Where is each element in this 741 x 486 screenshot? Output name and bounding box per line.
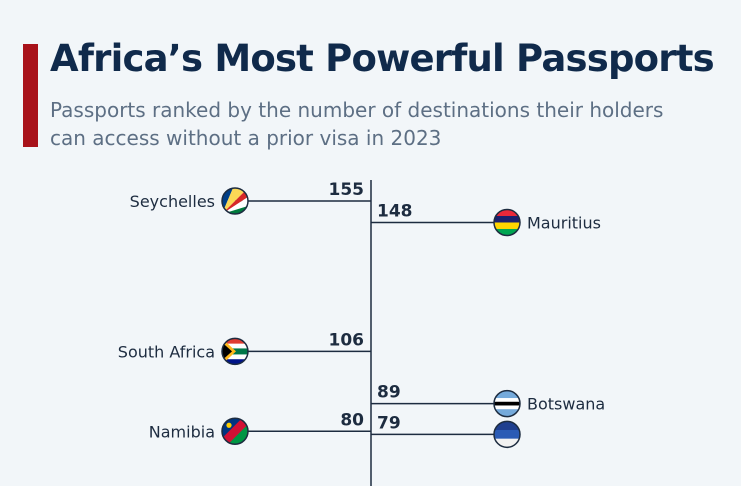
flag-stripe bbox=[494, 215, 520, 223]
country-label-seychelles: Seychelles bbox=[130, 192, 215, 211]
flag-stripe bbox=[494, 401, 520, 406]
flag-segment bbox=[222, 342, 232, 361]
flag-stripe bbox=[494, 429, 520, 440]
chart-subtitle: Passports ranked by the number of destin… bbox=[50, 98, 664, 150]
flag-segment bbox=[222, 418, 242, 439]
accent-bar bbox=[23, 44, 38, 147]
mauritius-flag-outline bbox=[493, 208, 521, 237]
flag-segment bbox=[228, 424, 248, 445]
value-label: 106 bbox=[329, 330, 365, 350]
botswana-flag-outline bbox=[493, 389, 521, 418]
flag-stripe bbox=[222, 354, 248, 360]
flag-stripe bbox=[494, 228, 520, 236]
flag-stripe bbox=[494, 405, 520, 410]
flag-stripe bbox=[222, 343, 248, 350]
south-africa-flag-outline bbox=[221, 337, 249, 366]
flag-stripe bbox=[494, 409, 520, 414]
flag-stripe bbox=[222, 359, 248, 365]
country-label-namibia: Namibia bbox=[149, 422, 215, 441]
flag-sun bbox=[226, 422, 232, 428]
country-label-south-africa: South Africa bbox=[118, 342, 215, 361]
chart-title: Africa’s Most Powerful Passports bbox=[50, 37, 715, 80]
value-label: 79 bbox=[377, 413, 401, 433]
country-label-mauritius: Mauritius bbox=[527, 213, 601, 232]
flag-segment bbox=[222, 197, 248, 214]
flag-segment bbox=[222, 188, 248, 214]
value-label: 155 bbox=[329, 180, 365, 200]
namibia-flag-outline bbox=[221, 417, 249, 445]
value-label: 89 bbox=[377, 383, 401, 403]
flag-stripe bbox=[222, 338, 248, 345]
seychelles-flag-outline bbox=[221, 187, 249, 215]
value-label: 80 bbox=[340, 410, 364, 430]
flag-stripe bbox=[494, 390, 520, 395]
flag-stripe bbox=[494, 412, 520, 417]
flag-stripe bbox=[494, 209, 520, 217]
country-label-botswana: Botswana bbox=[527, 395, 605, 414]
flag-stripe bbox=[494, 438, 520, 448]
flag-stripe bbox=[494, 421, 520, 431]
flag-stripe bbox=[494, 394, 520, 399]
unknown-flag-outline bbox=[493, 420, 521, 449]
value-label: 148 bbox=[377, 201, 413, 221]
flag-stripe bbox=[494, 398, 520, 403]
flag-stripe bbox=[494, 222, 520, 230]
